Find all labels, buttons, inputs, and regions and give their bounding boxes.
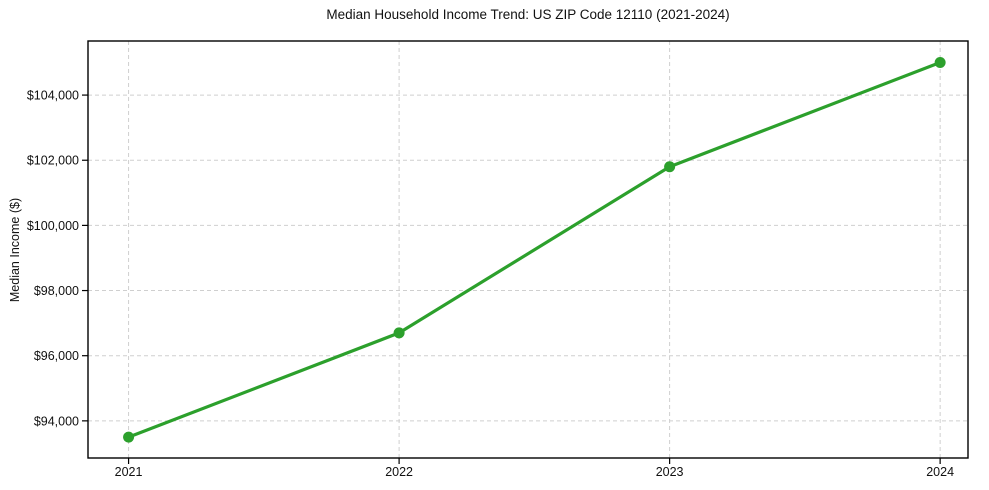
x-tick-label: 2022 bbox=[385, 465, 413, 479]
data-point-marker bbox=[393, 327, 405, 339]
trend-line bbox=[126, 60, 942, 439]
x-tick-label: 2021 bbox=[115, 465, 143, 479]
plot-border bbox=[87, 40, 969, 459]
plot-background bbox=[88, 41, 968, 458]
y-tick-label: $102,000 bbox=[27, 154, 79, 168]
data-point-marker bbox=[934, 57, 946, 69]
x-tick-label: 2023 bbox=[656, 465, 684, 479]
data-point-marker bbox=[123, 431, 135, 443]
y-tick-label: $104,000 bbox=[27, 89, 79, 103]
y-tick-label: $94,000 bbox=[34, 414, 79, 428]
data-point-marker bbox=[664, 161, 676, 173]
x-tick-label: 2024 bbox=[926, 465, 954, 479]
chart-title: Median Household Income Trend: US ZIP Co… bbox=[326, 7, 730, 22]
y-tick-label: $98,000 bbox=[34, 284, 79, 298]
y-tick-label: $100,000 bbox=[27, 219, 79, 233]
y-tick-label: $96,000 bbox=[34, 349, 79, 363]
